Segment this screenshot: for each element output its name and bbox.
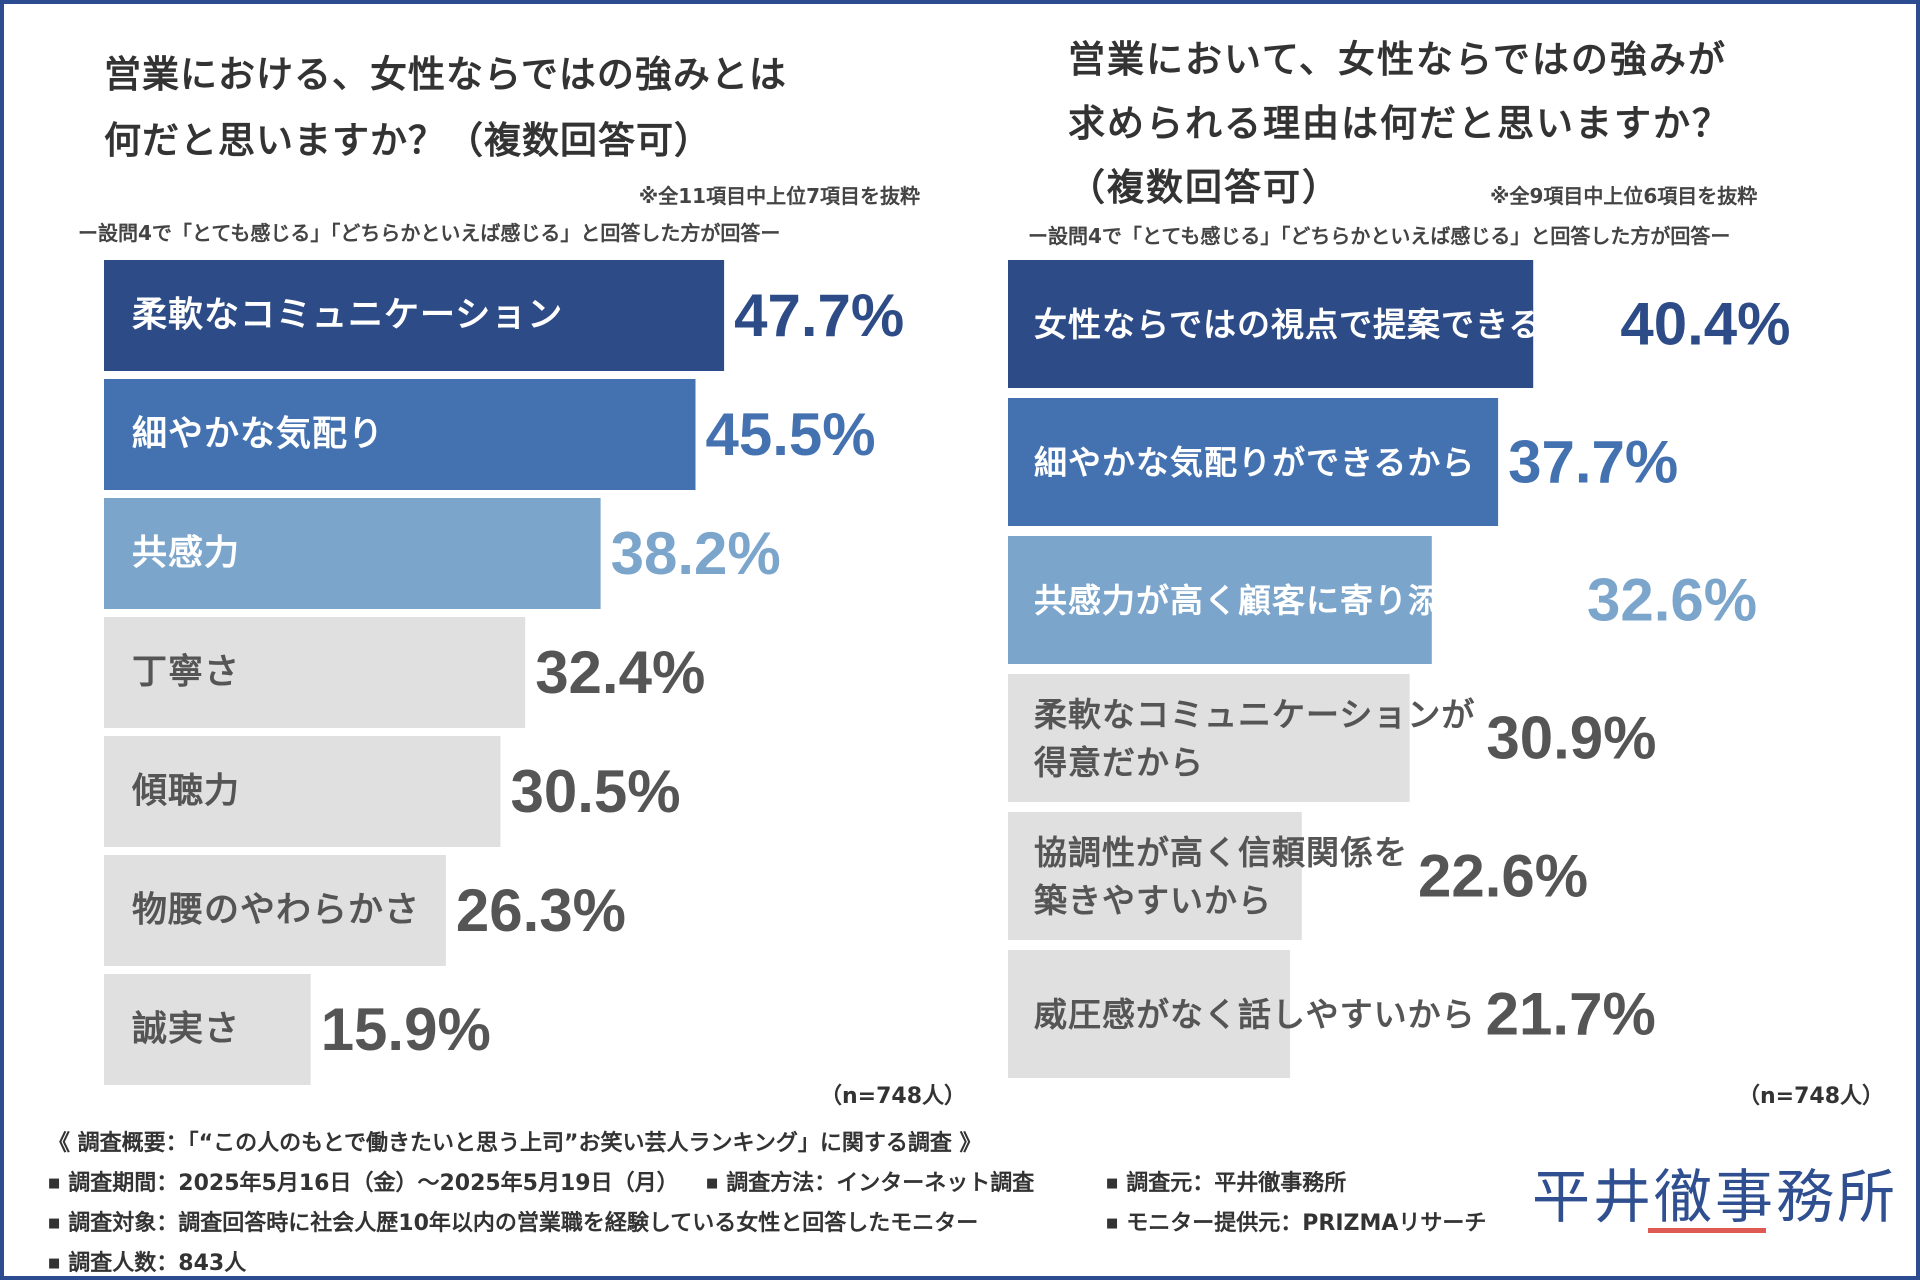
right-bar-label-2-line-1: 細やかな気配りができるから bbox=[1034, 443, 1475, 482]
left-bar-label-2: 細やかな気配り bbox=[132, 415, 384, 455]
left-bar-chart: 柔軟なコミュニケーション 47.7% 細やかな気配り 45.5% 共感力 38.2% 丁寧さ… bbox=[104, 260, 904, 1085]
right-bar-label-1: 女性ならではの視点で提案できるから bbox=[1034, 305, 1610, 344]
right-bar-chart: 女性ならではの視点で提案できるから 40.4% 細やかな気配りができるから 37.7%… bbox=[1008, 260, 1791, 1078]
left-value-label-4: 32.4% bbox=[535, 639, 705, 706]
right-sample-size: （n=748人） bbox=[1738, 1084, 1885, 1109]
left-bar-2 bbox=[104, 379, 696, 490]
right-value-label-3: 32.6% bbox=[1587, 567, 1757, 634]
left-value-label-3: 38.2% bbox=[611, 520, 781, 587]
left-bar-1 bbox=[104, 260, 725, 371]
left-bar-label-4-line-1: 丁寧さ bbox=[132, 652, 240, 693]
right-bar-label-4-line-2: 得意だから bbox=[1033, 742, 1204, 781]
left-bar-label-6-line-1: 物腰のやわらかさ bbox=[132, 891, 420, 931]
right-chart-condition: ー設問4で「とても感じる」「どちらかといえば感じる」と回答した方が回答ー bbox=[1028, 224, 1731, 248]
left-bar-label-4: 丁寧さ bbox=[132, 652, 240, 693]
right-value-label-5: 22.6% bbox=[1418, 843, 1588, 910]
right-bar-label-2: 細やかな気配りができるから bbox=[1034, 443, 1475, 482]
right-bar-label-4-line-1: 柔軟なコミュニケーションが bbox=[1034, 695, 1475, 734]
left-bar-label-7-line-1: 誠実さ bbox=[132, 1010, 240, 1050]
left-bar-label-3-line-1: 共感力 bbox=[132, 534, 240, 574]
right-title-line-1: 営業において、女性ならではの強みが bbox=[1068, 38, 1727, 81]
left-bar-label-6: 物腰のやわらかさ bbox=[132, 891, 420, 931]
left-title-line-1: 営業における、女性ならではの強みとは bbox=[104, 53, 787, 96]
left-bar-label-3: 共感力 bbox=[132, 534, 240, 574]
right-bar-label-4: 柔軟なコミュニケーションが得意だから bbox=[1033, 695, 1475, 782]
survey-overview-title: 《 調査概要：「“この人のもとで働きたいと思う上司”お笑い芸人ランキング」に関す… bbox=[48, 1131, 982, 1156]
left-bar-label-5: 傾聴力 bbox=[131, 772, 240, 812]
right-chart-note: ※全9項目中上位6項目を抜粋 bbox=[1490, 184, 1758, 208]
right-bar-label-5: 協調性が高く信頼関係を築きやすいから bbox=[1034, 833, 1408, 920]
logo-underline bbox=[1648, 1228, 1766, 1233]
right-bar-2 bbox=[1008, 398, 1499, 526]
right-title-line-3: （複数回答可） bbox=[1068, 166, 1341, 209]
left-bar-5 bbox=[104, 736, 501, 847]
right-value-label-4: 30.9% bbox=[1486, 705, 1656, 772]
left-bar-label-7: 誠実さ bbox=[132, 1010, 240, 1050]
right-bar-4 bbox=[1008, 674, 1410, 802]
company-logo: 平井徹事務所 bbox=[1532, 1163, 1899, 1231]
survey-organizer: 調査元：平井徹事務所 bbox=[1106, 1165, 1346, 1197]
survey-provider: モニター提供元：PRIZMAリサーチ bbox=[1106, 1205, 1486, 1237]
left-chart-title: 営業における、女性ならではの強みとは 何だと思いますか？（複数回答可） bbox=[104, 42, 864, 174]
right-bar-3 bbox=[1008, 536, 1432, 664]
right-value-label-2: 37.7% bbox=[1508, 429, 1678, 496]
left-value-label-6: 26.3% bbox=[456, 877, 626, 944]
left-bar-6 bbox=[104, 855, 446, 966]
right-bar-label-1-line-1: 女性ならではの視点で提案できるから bbox=[1034, 305, 1610, 344]
right-bar-label-6-line-1: 威圧感がなく話しやすいから bbox=[1034, 995, 1476, 1034]
survey-count: 調査人数：843人 bbox=[48, 1245, 246, 1277]
left-bar-label-5-line-1: 傾聴力 bbox=[131, 772, 240, 812]
right-chart-panel: 営業において、女性ならではの強みが 求められる理由は何だと思いますか？ （複数回… bbox=[960, 0, 1920, 1109]
right-bar-label-6: 威圧感がなく話しやすいから bbox=[1034, 995, 1476, 1034]
left-bar-label-2-line-1: 細やかな気配り bbox=[132, 415, 384, 455]
right-title-line-2: 求められる理由は何だと思いますか？ bbox=[1068, 102, 1731, 145]
right-bar-label-3: 共感力が高く顧客に寄り添えるから bbox=[1034, 581, 1577, 620]
left-chart-panel: 営業における、女性ならではの強みとは 何だと思いますか？（複数回答可） ※全11… bbox=[0, 0, 966, 1109]
right-chart-title: 営業において、女性ならではの強みが 求められる理由は何だと思いますか？ （複数回… bbox=[1068, 28, 1868, 220]
left-chart-condition: ー設問4で「とても感じる」「どちらかといえば感じる」と回答した方が回答ー bbox=[78, 221, 781, 245]
left-value-label-7: 15.9% bbox=[321, 996, 491, 1063]
left-bar-label-1-line-1: 柔軟なコミュニケーション bbox=[132, 296, 563, 336]
left-chart-note: ※全11項目中上位7項目を抜粋 bbox=[638, 184, 920, 208]
right-bar-label-5-line-2: 築きやすいから bbox=[1034, 880, 1272, 919]
survey-period: 調査期間：2025年5月16日（金）～2025年5月19日（月） bbox=[48, 1165, 678, 1197]
right-value-label-1: 40.4% bbox=[1620, 291, 1790, 358]
left-bar-label-1: 柔軟なコミュニケーション bbox=[132, 296, 563, 336]
right-bar-label-5-line-1: 協調性が高く信頼関係を bbox=[1034, 833, 1408, 872]
left-bar-7 bbox=[104, 974, 311, 1085]
left-value-label-2: 45.5% bbox=[706, 401, 876, 468]
right-bar-1 bbox=[1008, 260, 1534, 388]
left-value-label-1: 47.7% bbox=[734, 282, 904, 349]
survey-method: 調査方法：インターネット調査 bbox=[706, 1165, 1034, 1197]
survey-target: 調査対象：調査回答時に社会人歴10年以内の営業職を経験している女性と回答したモニ… bbox=[48, 1205, 978, 1237]
left-title-line-2: 何だと思いますか？（複数回答可） bbox=[104, 119, 712, 162]
left-sample-size: （n=748人） bbox=[820, 1084, 967, 1109]
right-bar-6 bbox=[1008, 950, 1291, 1078]
left-value-label-5: 30.5% bbox=[511, 758, 681, 825]
left-bar-4 bbox=[104, 617, 526, 728]
right-value-label-6: 21.7% bbox=[1486, 981, 1656, 1048]
right-bar-5 bbox=[1008, 812, 1302, 940]
right-bar-label-3-line-1: 共感力が高く顧客に寄り添えるから bbox=[1034, 581, 1577, 620]
left-bar-3 bbox=[104, 498, 601, 609]
